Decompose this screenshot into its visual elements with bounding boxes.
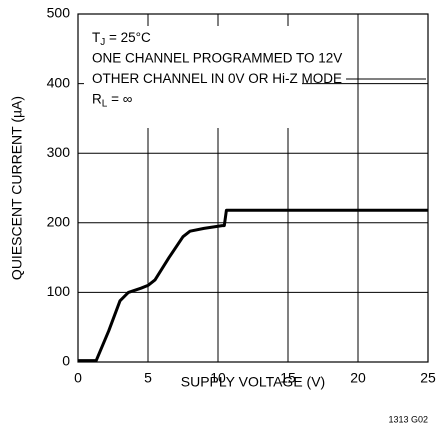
annotation-rest: = ∞	[107, 91, 132, 106]
x-tick-label: 10	[210, 370, 226, 386]
annotation-text: ONE CHANNEL PROGRAMMED TO 12V	[92, 50, 342, 65]
annotation: ONE CHANNEL PROGRAMMED TO 12V	[92, 50, 342, 65]
annotation: TJ = 25°C	[92, 30, 151, 48]
y-tick-label: 200	[47, 214, 71, 230]
x-tick-label: 5	[144, 370, 152, 386]
annotation-bg	[84, 26, 302, 128]
data-line	[78, 208, 428, 363]
x-tick-label: 0	[74, 370, 82, 386]
annotation-text: T	[92, 30, 100, 45]
annotation: RL = ∞	[92, 91, 133, 109]
annotation-rest: = 25°C	[105, 30, 151, 45]
y-tick-label: 300	[47, 144, 71, 160]
x-tick-label: 15	[280, 370, 296, 386]
x-tick-label: 20	[350, 370, 366, 386]
y-tick-label: 0	[62, 353, 70, 369]
annotation: OTHER CHANNEL IN 0V OR Hi-Z MODE	[92, 71, 342, 86]
y-tick-label: 100	[47, 283, 71, 299]
annotation-text: R	[92, 91, 102, 106]
plot-frame	[77, 13, 429, 363]
y-tick-label: 500	[47, 5, 71, 21]
footnote: 1313 G02	[388, 414, 428, 424]
y-axis-label: QUIESCENT CURRENT (µA)	[9, 96, 25, 280]
annotation-sub: J	[100, 37, 105, 48]
y-tick-label: 400	[47, 74, 71, 90]
x-axis-label: SUPPLY VOLTAGE (V)	[181, 374, 325, 390]
annotation-sub: L	[102, 98, 108, 109]
x-tick-label: 25	[420, 370, 436, 386]
annotation-text: OTHER CHANNEL IN 0V OR Hi-Z MODE	[92, 71, 342, 86]
